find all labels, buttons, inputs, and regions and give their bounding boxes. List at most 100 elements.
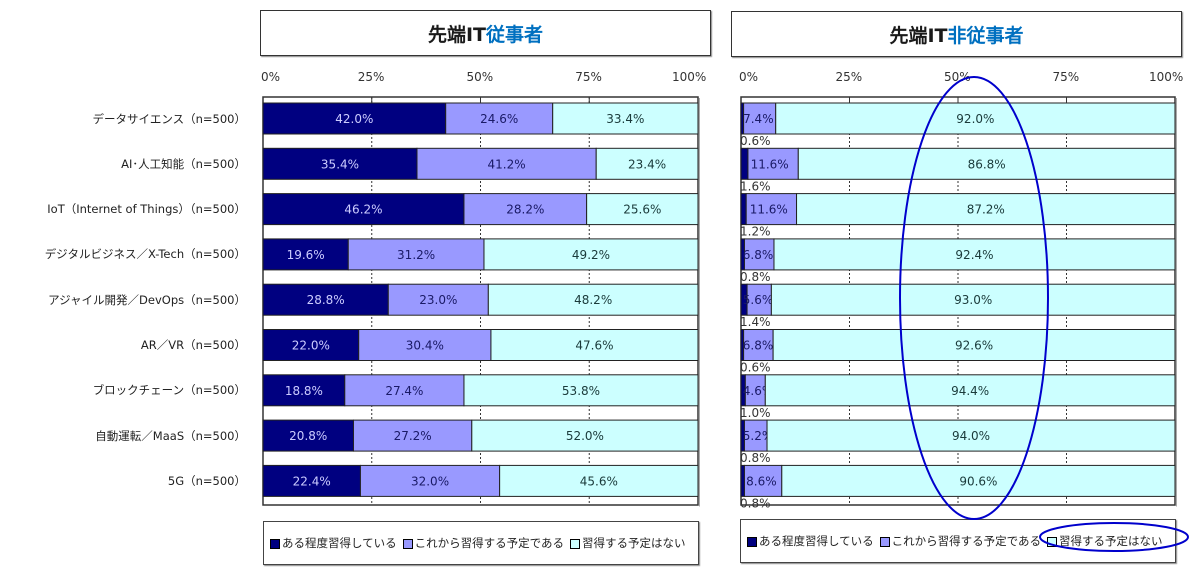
left-title-prefix: 先端IT [427, 23, 486, 46]
data-label: 87.2% [967, 203, 1005, 217]
legend-label-no-plan: 習得する予定はない [582, 536, 686, 550]
data-label: 23.4% [628, 157, 666, 171]
bar-segment [262, 102, 447, 135]
data-label: 92.0% [956, 112, 994, 126]
bar-segment [262, 464, 361, 497]
x-tick-label: 100% [1149, 70, 1184, 84]
data-label: 24.6% [480, 112, 518, 126]
legend-swatch-learned [747, 536, 757, 547]
category-label: ブロックチェーン（n=500） [92, 383, 246, 398]
bar-segment [499, 464, 699, 497]
bar-segment [344, 374, 465, 407]
left-title-accent: 従事者 [486, 23, 544, 46]
legend-swatch-no-plan [1047, 536, 1058, 547]
category-label: データサイエンス（n=500） [92, 111, 246, 126]
data-label: 20.8% [289, 429, 327, 443]
data-label: 1.0% [740, 406, 771, 420]
data-label: 46.2% [344, 203, 382, 217]
data-label: 0.6% [740, 361, 771, 375]
data-label: 42.0% [335, 112, 373, 126]
bar-segment [740, 464, 745, 497]
legend-label-no-plan: 習得する予定はない [1059, 534, 1163, 548]
bar-segment [743, 238, 775, 271]
data-label: 31.2% [397, 248, 435, 262]
data-label: 0.8% [740, 270, 771, 284]
data-label: 7.4% [743, 112, 774, 126]
data-label: 1.2% [740, 225, 771, 239]
data-label: 27.4% [385, 384, 423, 398]
data-label: 19.6% [287, 248, 325, 262]
data-label: 22.4% [293, 474, 331, 488]
data-label: 92.4% [955, 248, 993, 262]
right-title-prefix: 先端IT [889, 24, 948, 47]
data-label: 0.8% [740, 496, 771, 510]
data-label: 86.8% [968, 157, 1006, 171]
bar-segment [262, 147, 418, 180]
category-label: AR／VR（n=500） [140, 338, 246, 352]
data-label: 23.0% [419, 293, 457, 307]
bar-segment [595, 147, 699, 180]
right-title-accent: 非従事者 [947, 24, 1024, 47]
data-label: 94.0% [952, 429, 990, 443]
bar-segment [262, 374, 346, 407]
left-legend: ある程度習得している これから習得する予定である 習得する予定はない [263, 521, 699, 565]
legend-swatch-planning [402, 538, 413, 549]
category-label: 自動運転／MaaS（n=500） [95, 428, 246, 443]
bar-segment [490, 329, 699, 361]
bar-segment [552, 102, 699, 135]
data-label: 5.2% [743, 429, 774, 443]
right-legend: ある程度習得している これから習得する予定である 習得する予定はない [740, 519, 1176, 563]
data-label: 52.0% [566, 429, 604, 443]
x-tick-label: 0% [739, 70, 759, 84]
category-label: アジャイル開発／DevOps（n=500） [48, 292, 246, 307]
data-label: 1.6% [740, 179, 771, 193]
data-label: 28.2% [506, 203, 544, 217]
bar-segment [746, 283, 772, 316]
category-label: AI･人工知能（n=500） [121, 156, 246, 171]
data-label: 49.2% [572, 248, 610, 262]
data-label: 30.4% [406, 339, 444, 353]
bar-segment [743, 329, 774, 361]
x-tick-label: 25% [357, 70, 385, 84]
bar-segment [262, 419, 354, 452]
bar-segment [358, 329, 492, 361]
bar-segment [487, 283, 699, 316]
legend-label-learned: ある程度習得している [759, 534, 874, 548]
data-label: 18.8% [285, 384, 323, 398]
bar-segment [463, 193, 588, 226]
data-label: 47.6% [575, 339, 613, 353]
bar-segment [359, 464, 501, 497]
legend-swatch-no-plan [570, 538, 581, 549]
data-label: 94.4% [951, 384, 989, 398]
category-label: IoT（Internet of Things）（n=500） [47, 202, 246, 217]
data-label: 92.6% [955, 339, 993, 353]
x-tick-label: 25% [835, 70, 863, 84]
legend-swatch-planning [879, 536, 890, 547]
x-tick-label: 75% [1052, 70, 1080, 84]
legend-label-planning: これから習得する予定である [891, 534, 1042, 548]
legend-item-planning: これから習得する予定である [879, 533, 1042, 549]
bar-segment [745, 193, 798, 226]
bar-segment [262, 329, 360, 361]
bar-segment [471, 419, 699, 452]
bar-segment [352, 419, 473, 452]
data-label: 27.2% [394, 429, 432, 443]
data-label: 32.0% [411, 474, 449, 488]
data-label: 90.6% [959, 474, 997, 488]
x-tick-label: 75% [575, 70, 602, 84]
bar-segment [743, 102, 777, 135]
data-label: 6.8% [743, 248, 774, 262]
bar-segment [586, 193, 699, 226]
data-label: 53.8% [562, 384, 600, 398]
bar-segment [483, 238, 699, 271]
category-label: デジタルビジネス／X-Tech（n=500） [44, 247, 246, 262]
bar-segment [347, 238, 485, 271]
legend-item-no-plan: 習得する予定はない [570, 535, 686, 551]
legend-item-learned: ある程度習得している [747, 533, 874, 549]
data-label: 0.6% [740, 134, 771, 148]
data-label: 35.4% [321, 157, 359, 171]
bar-segment [262, 238, 349, 271]
data-label: 28.8% [307, 293, 345, 307]
data-label: 33.4% [606, 112, 644, 126]
